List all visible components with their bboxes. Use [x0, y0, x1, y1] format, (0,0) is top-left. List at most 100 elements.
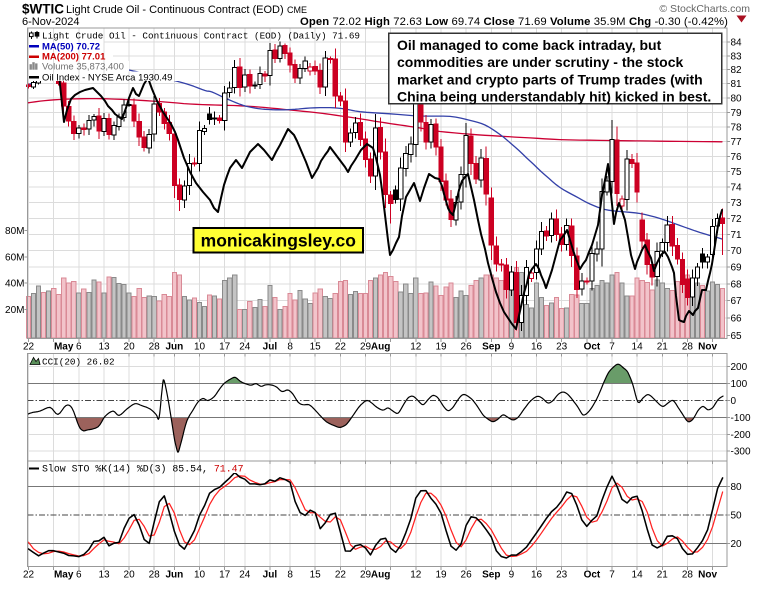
svg-text:74: 74: [731, 183, 743, 194]
svg-text:29: 29: [360, 342, 372, 353]
svg-text:23: 23: [556, 570, 568, 581]
svg-text:82: 82: [731, 65, 743, 76]
svg-text:10: 10: [194, 342, 206, 353]
svg-text:70: 70: [731, 246, 743, 257]
svg-text:17: 17: [219, 342, 231, 353]
svg-text:Aug: Aug: [371, 342, 390, 353]
svg-text:79: 79: [731, 108, 743, 119]
svg-text:50: 50: [731, 510, 743, 521]
svg-text:-200: -200: [731, 430, 751, 441]
svg-text:77: 77: [731, 137, 743, 148]
svg-text:6: 6: [76, 342, 82, 353]
svg-text:19: 19: [435, 342, 447, 353]
svg-text:0: 0: [731, 396, 737, 407]
svg-text:28: 28: [682, 570, 694, 581]
svg-text:Light Crude Oil - Continuous C: Light Crude Oil - Continuous Contract (E…: [42, 31, 360, 42]
svg-text:28: 28: [149, 570, 161, 581]
svg-text:MA(50) 70.72: MA(50) 70.72: [42, 41, 100, 52]
svg-text:market and crypto parts of Tru: market and crypto parts of Trump trades …: [397, 71, 703, 87]
svg-text:13: 13: [98, 342, 110, 353]
svg-text:© StockCharts.com: © StockCharts.com: [659, 3, 750, 15]
svg-text:MA(200) 77.01: MA(200) 77.01: [42, 52, 106, 63]
svg-text:24: 24: [239, 570, 251, 581]
svg-text:20: 20: [124, 570, 136, 581]
svg-text:Aug: Aug: [371, 570, 390, 581]
svg-text:60M: 60M: [5, 252, 24, 263]
svg-text:9: 9: [509, 342, 515, 353]
svg-text:Light Crude Oil - Continuous C: Light Crude Oil - Continuous Contract (E…: [66, 4, 284, 16]
svg-text:76: 76: [731, 152, 743, 163]
svg-text:12: 12: [410, 570, 422, 581]
svg-text:40M: 40M: [5, 279, 24, 290]
svg-text:Jun: Jun: [166, 570, 184, 581]
svg-text:9: 9: [509, 570, 515, 581]
svg-text:Open 72.02 High 72.63 Low 69.7: Open 72.02 High 72.63 Low 69.74 Close 71…: [300, 16, 728, 28]
svg-text:28: 28: [149, 342, 161, 353]
svg-text:Sep: Sep: [482, 570, 500, 581]
svg-text:200: 200: [731, 362, 748, 373]
svg-text:26: 26: [461, 570, 473, 581]
svg-text:22: 22: [23, 570, 35, 581]
svg-text:69: 69: [731, 263, 743, 274]
svg-text:22: 22: [23, 342, 35, 353]
svg-text:28: 28: [682, 342, 694, 353]
svg-text:commodities are under scrutiny: commodities are under scrutiny - the sto…: [397, 54, 684, 70]
svg-text:22: 22: [335, 342, 347, 353]
svg-text:Sep: Sep: [482, 342, 500, 353]
svg-text:Jul: Jul: [263, 570, 278, 581]
svg-text:13: 13: [98, 570, 110, 581]
svg-text:67: 67: [731, 296, 743, 307]
svg-text:75: 75: [731, 167, 743, 178]
svg-text:14: 14: [632, 570, 644, 581]
svg-text:$WTIC: $WTIC: [22, 2, 64, 17]
svg-text:10: 10: [194, 570, 206, 581]
svg-text:81: 81: [731, 79, 743, 90]
svg-text:65: 65: [731, 331, 743, 342]
svg-text:7: 7: [609, 342, 615, 353]
svg-text:CME: CME: [287, 5, 307, 15]
svg-text:20: 20: [731, 539, 743, 550]
svg-text:20: 20: [124, 342, 136, 353]
svg-text:15: 15: [310, 342, 322, 353]
svg-text:8: 8: [287, 342, 293, 353]
svg-text:72: 72: [731, 214, 743, 225]
svg-text:14: 14: [632, 342, 644, 353]
svg-text:CCI(20) 26.02: CCI(20) 26.02: [42, 356, 115, 367]
svg-text:-100: -100: [731, 413, 751, 424]
svg-text:12: 12: [410, 342, 422, 353]
svg-text:22: 22: [335, 570, 347, 581]
svg-text:15: 15: [310, 570, 322, 581]
svg-text:Nov: Nov: [698, 570, 717, 581]
svg-text:-300: -300: [731, 447, 751, 458]
svg-text:16: 16: [531, 570, 543, 581]
svg-text:68: 68: [731, 279, 743, 290]
svg-text:16: 16: [531, 342, 543, 353]
svg-text:19: 19: [435, 570, 447, 581]
svg-text:100: 100: [731, 379, 748, 390]
svg-text:monicakingsley.co: monicakingsley.co: [201, 231, 356, 251]
svg-text:71: 71: [731, 230, 743, 241]
svg-text:China being understandably hit: China being understandably hit) kicked i…: [397, 89, 711, 105]
svg-text:80M: 80M: [5, 226, 24, 237]
svg-text:Oct: Oct: [584, 570, 601, 581]
svg-text:Oil managed to come back intra: Oil managed to come back intraday, but: [397, 37, 662, 53]
svg-text:Slow STO %K(14) %D(3) 85.54, 7: Slow STO %K(14) %D(3) 85.54, 71.47: [42, 464, 244, 475]
svg-text:73: 73: [731, 198, 743, 209]
svg-text:7: 7: [609, 570, 615, 581]
svg-text:May: May: [54, 570, 74, 581]
svg-text:8: 8: [287, 570, 293, 581]
svg-text:26: 26: [461, 342, 473, 353]
svg-text:Nov: Nov: [698, 342, 717, 353]
svg-text:23: 23: [556, 342, 568, 353]
svg-text:21: 21: [657, 342, 669, 353]
svg-text:Jun: Jun: [166, 342, 184, 353]
svg-text:29: 29: [360, 570, 372, 581]
svg-text:80: 80: [731, 482, 743, 493]
svg-text:21: 21: [657, 570, 669, 581]
svg-text:20M: 20M: [5, 305, 24, 316]
svg-text:6-Nov-2024: 6-Nov-2024: [22, 16, 79, 28]
svg-text:Oil Index - NYSE Arca 1930.49: Oil Index - NYSE Arca 1930.49: [42, 72, 172, 83]
svg-text:Jul: Jul: [263, 342, 278, 353]
svg-text:Oct: Oct: [584, 342, 601, 353]
svg-text:84: 84: [731, 38, 743, 49]
